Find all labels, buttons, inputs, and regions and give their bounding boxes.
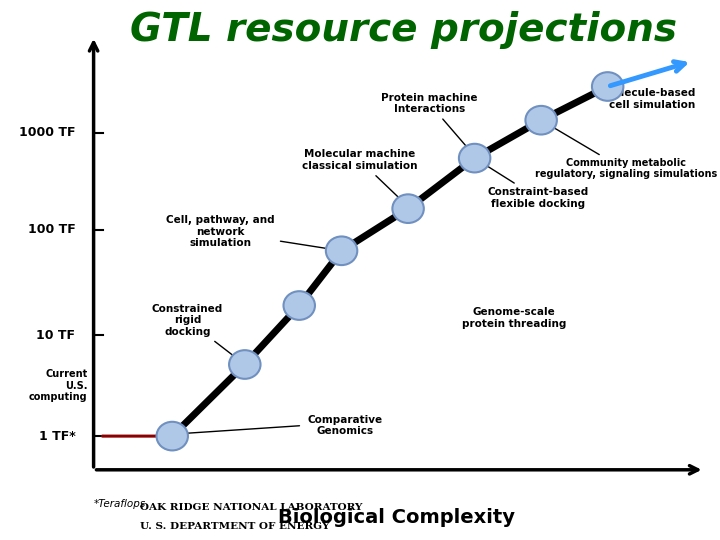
- Text: 1000 TF: 1000 TF: [19, 126, 76, 139]
- Text: U. S. DEPARTMENT OF ENERGY: U. S. DEPARTMENT OF ENERGY: [140, 522, 330, 531]
- Text: OAK RIDGE NATIONAL LABORATORY: OAK RIDGE NATIONAL LABORATORY: [140, 503, 363, 512]
- Text: Current
U.S.
computing: Current U.S. computing: [29, 369, 88, 402]
- Ellipse shape: [392, 194, 424, 223]
- Text: 100 TF: 100 TF: [27, 223, 76, 236]
- Ellipse shape: [526, 106, 557, 134]
- Text: Comparative
Genomics: Comparative Genomics: [307, 415, 382, 436]
- Text: Protein machine
Interactions: Protein machine Interactions: [381, 92, 477, 153]
- Ellipse shape: [326, 237, 357, 265]
- Text: Molecule-based
cell simulation: Molecule-based cell simulation: [603, 89, 696, 110]
- Ellipse shape: [459, 144, 490, 172]
- Text: *Teraflops: *Teraflops: [94, 500, 146, 509]
- Text: Genome-scale
protein threading: Genome-scale protein threading: [462, 307, 566, 329]
- Text: Community metabolic
regulatory, signaling simulations: Community metabolic regulatory, signalin…: [535, 158, 717, 179]
- Text: 1 TF*: 1 TF*: [39, 430, 76, 443]
- Text: Constrained
rigid
docking: Constrained rigid docking: [152, 303, 241, 362]
- Ellipse shape: [592, 72, 624, 101]
- Text: 10 TF: 10 TF: [37, 328, 76, 341]
- Ellipse shape: [284, 291, 315, 320]
- Text: Biological Complexity: Biological Complexity: [277, 508, 515, 526]
- Text: Molecular machine
classical simulation: Molecular machine classical simulation: [302, 150, 418, 204]
- Text: GTL resource projections: GTL resource projections: [130, 11, 677, 49]
- Ellipse shape: [156, 422, 188, 450]
- Text: Center for Computational Sciences: Center for Computational Sciences: [17, 130, 30, 361]
- Ellipse shape: [229, 350, 261, 379]
- Text: Constraint-based
flexible docking: Constraint-based flexible docking: [478, 160, 589, 209]
- Text: Cell, pathway, and
network
simulation: Cell, pathway, and network simulation: [166, 215, 337, 252]
